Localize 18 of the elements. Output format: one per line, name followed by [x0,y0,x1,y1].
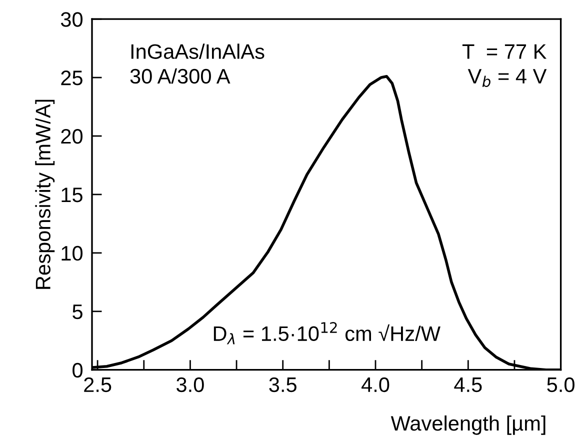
x-axis-title: Wavelength [µm] [390,415,546,435]
x-tick-label: 3.0 [176,377,204,392]
y-tick-label: 0 [72,362,83,378]
y-tick-label: 5 [72,304,82,320]
y-tick-label: 20 [61,129,83,144]
x-tick-label: 4.5 [454,378,482,392]
y-tick-label: 25 [61,70,82,86]
y-tick-label: 10 [62,246,83,261]
x-tick-label: 2.5 [84,377,112,392]
y-tick-label: 15 [62,188,82,202]
y-axis-title: Responsivity [mW/A] [35,100,55,289]
annotation: D$_{λ}$ = 1.5·10$^{12}$ cm √Hz/W [214,322,440,344]
x-tick-label: 5.0 [547,377,574,392]
x-tick-label: 3.5 [269,377,296,392]
annotation: T = 77 K V$_{b}$ = 4 V [462,44,547,88]
annotation: InGaAs/InAlAs 30 A/300 A [130,44,264,84]
y-tick-label: 30 [60,12,83,27]
x-tick-label: 4.0 [362,377,390,392]
